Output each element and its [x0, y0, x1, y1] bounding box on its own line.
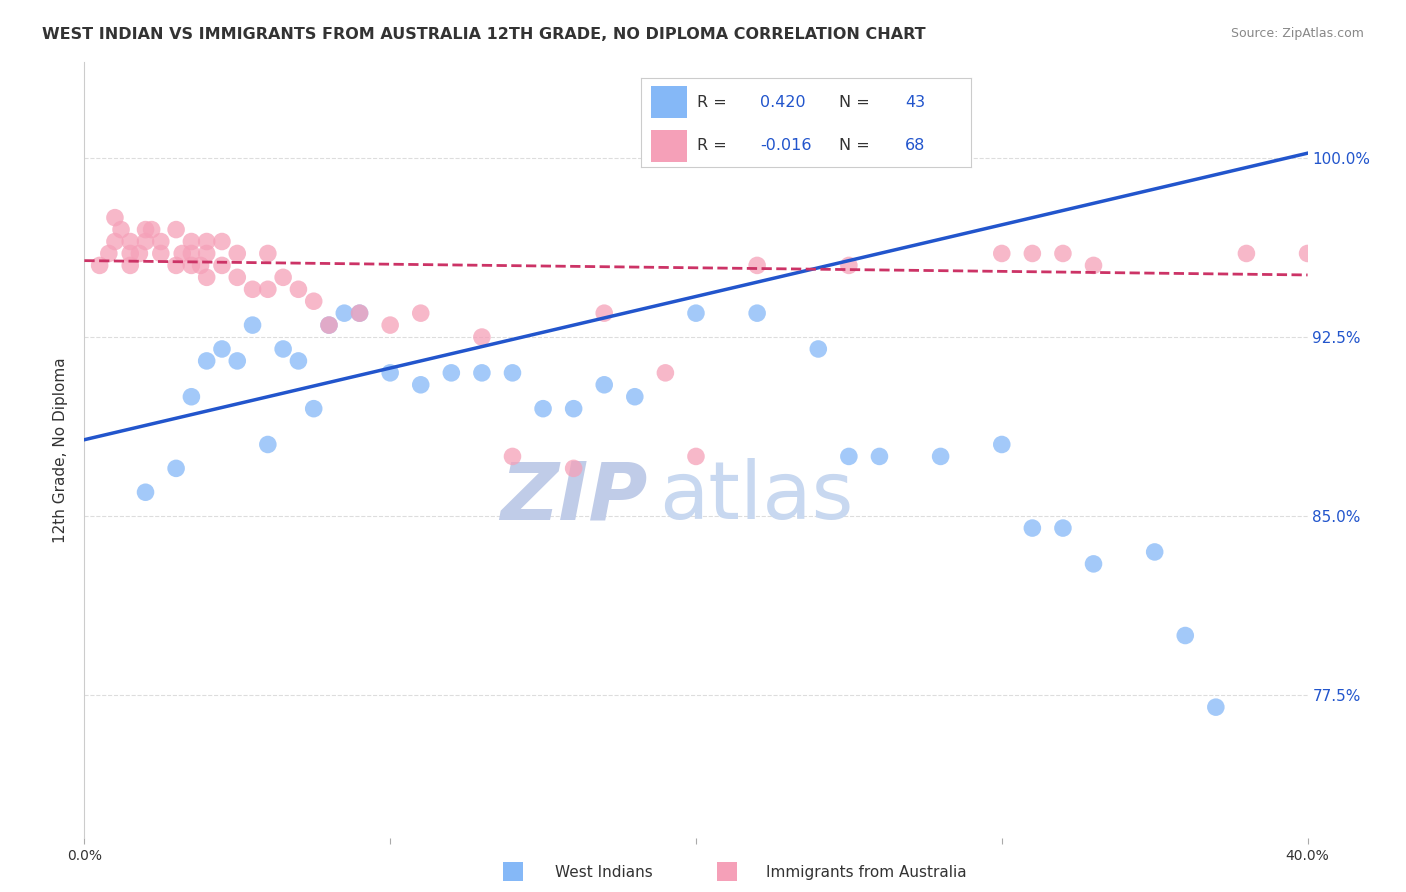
- Point: [409, 377, 432, 392]
- Point: [318, 318, 340, 332]
- Point: [654, 366, 676, 380]
- Point: [1021, 246, 1043, 260]
- Point: [1236, 246, 1258, 260]
- Point: [685, 306, 707, 320]
- Point: [1174, 628, 1197, 642]
- Point: [349, 306, 371, 320]
- Point: [211, 259, 233, 273]
- Point: [226, 270, 249, 285]
- Point: [1052, 521, 1074, 535]
- Point: [257, 437, 280, 451]
- Point: [287, 282, 309, 296]
- Point: [128, 246, 150, 260]
- Point: [929, 450, 952, 464]
- Point: [869, 450, 891, 464]
- Point: [302, 294, 325, 309]
- Point: [242, 318, 264, 332]
- Point: [380, 366, 402, 380]
- Point: [333, 306, 356, 320]
- Point: [1021, 521, 1043, 535]
- Point: [226, 246, 249, 260]
- Point: [593, 377, 616, 392]
- Point: [302, 401, 325, 416]
- Point: [165, 461, 187, 475]
- Point: [180, 235, 202, 249]
- Point: [991, 246, 1014, 260]
- Point: [747, 306, 769, 320]
- Point: [165, 259, 187, 273]
- Point: [89, 259, 111, 273]
- Point: [135, 222, 157, 236]
- Point: [120, 259, 142, 273]
- Point: [180, 246, 202, 260]
- Text: Source: ZipAtlas.com: Source: ZipAtlas.com: [1230, 27, 1364, 40]
- Point: [180, 259, 202, 273]
- Y-axis label: 12th Grade, No Diploma: 12th Grade, No Diploma: [53, 358, 69, 543]
- Text: Immigrants from Australia: Immigrants from Australia: [766, 865, 967, 880]
- Point: [149, 246, 172, 260]
- Point: [97, 246, 120, 260]
- Point: [624, 390, 647, 404]
- Point: [838, 259, 860, 273]
- Point: [440, 366, 463, 380]
- Point: [271, 270, 294, 285]
- Point: [211, 235, 233, 249]
- Point: [593, 306, 616, 320]
- Point: [380, 318, 402, 332]
- Point: [1358, 259, 1381, 273]
- Point: [562, 461, 585, 475]
- Point: [141, 222, 163, 236]
- Point: [195, 235, 218, 249]
- Point: [149, 235, 172, 249]
- Point: [471, 330, 494, 344]
- Point: [747, 259, 769, 273]
- Point: [807, 342, 830, 356]
- Point: [685, 450, 707, 464]
- Text: WEST INDIAN VS IMMIGRANTS FROM AUSTRALIA 12TH GRADE, NO DIPLOMA CORRELATION CHAR: WEST INDIAN VS IMMIGRANTS FROM AUSTRALIA…: [42, 27, 925, 42]
- Point: [180, 390, 202, 404]
- Point: [271, 342, 294, 356]
- Point: [257, 246, 280, 260]
- Point: [471, 366, 494, 380]
- Point: [104, 235, 127, 249]
- Point: [257, 282, 280, 296]
- Point: [1052, 246, 1074, 260]
- Point: [110, 222, 132, 236]
- Text: West Indians: West Indians: [555, 865, 654, 880]
- Point: [531, 401, 554, 416]
- Point: [838, 450, 860, 464]
- Point: [195, 354, 218, 368]
- Point: [120, 246, 142, 260]
- Point: [1143, 545, 1166, 559]
- Point: [165, 222, 187, 236]
- Point: [190, 259, 212, 273]
- Point: [1083, 557, 1105, 571]
- Point: [318, 318, 340, 332]
- Text: atlas: atlas: [659, 458, 853, 536]
- Point: [991, 437, 1014, 451]
- Point: [135, 235, 157, 249]
- Point: [349, 306, 371, 320]
- Point: [195, 270, 218, 285]
- Point: [195, 246, 218, 260]
- Point: [1296, 246, 1319, 260]
- Point: [1083, 259, 1105, 273]
- Point: [287, 354, 309, 368]
- Point: [242, 282, 264, 296]
- Point: [172, 246, 194, 260]
- Point: [120, 235, 142, 249]
- Text: ZIP: ZIP: [499, 458, 647, 536]
- Point: [1205, 700, 1227, 714]
- Point: [211, 342, 233, 356]
- Point: [562, 401, 585, 416]
- Point: [135, 485, 157, 500]
- Point: [226, 354, 249, 368]
- Point: [502, 366, 524, 380]
- Point: [104, 211, 127, 225]
- Point: [409, 306, 432, 320]
- Point: [502, 450, 524, 464]
